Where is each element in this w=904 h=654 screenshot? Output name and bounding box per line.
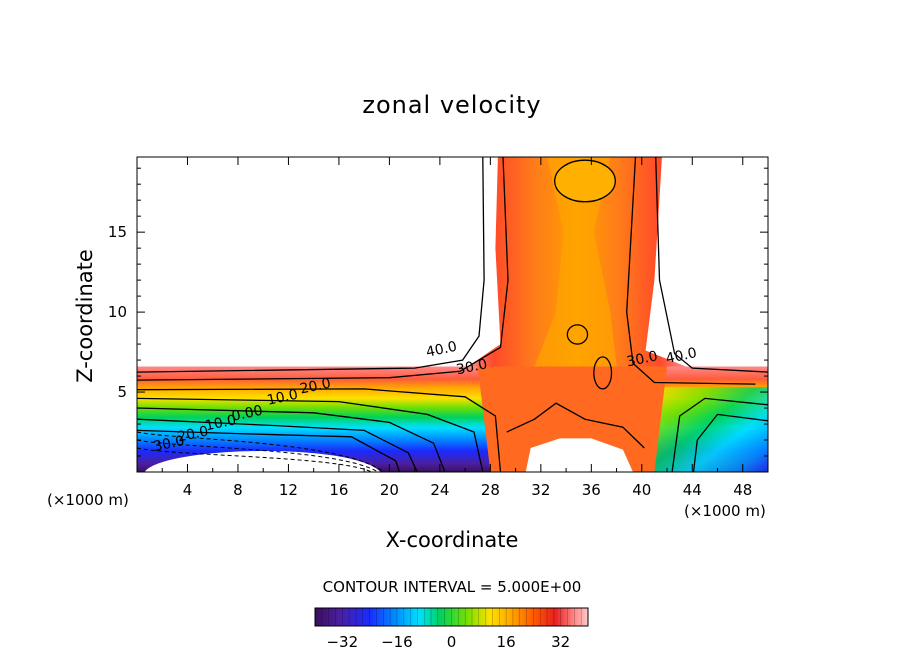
contour-label-7: 30.0 — [152, 433, 186, 455]
x-tick-label-10: 44 — [683, 481, 702, 499]
x-tick-label-11: 48 — [733, 481, 752, 499]
x-tick-label-9: 40 — [632, 481, 651, 499]
y-tick-label-2: 15 — [108, 223, 127, 241]
contour-30-left — [137, 157, 509, 381]
contour-label-6: 20.0 — [176, 423, 210, 445]
contour-neg10 — [137, 418, 418, 472]
center-void — [525, 438, 633, 472]
contour-30-right — [626, 157, 756, 385]
contour-max-1 — [566, 324, 589, 345]
colorbar-tick-label-3: 16 — [497, 633, 516, 651]
x-units-left: (×1000 m) — [47, 491, 129, 509]
chart-title: zonal velocity — [362, 91, 541, 119]
y-axis-label: Z-coordinate — [73, 249, 97, 383]
contour-20 — [137, 388, 502, 472]
x-tick-label-8: 36 — [582, 481, 601, 499]
x-tick-label-1: 8 — [233, 481, 243, 499]
contour-dashed-0 — [137, 431, 385, 472]
contour-40-left — [137, 157, 485, 373]
central-warm-zone — [477, 366, 667, 472]
contour-neg20 — [137, 429, 401, 472]
contour-label-9: 40.0 — [664, 345, 698, 367]
plume-core — [534, 157, 617, 367]
contour-void-edge — [506, 402, 645, 449]
contour-label-2: 20.0 — [298, 375, 332, 397]
colorbar-frame — [314, 607, 589, 627]
x-tick-label-0: 4 — [183, 481, 193, 499]
y-tick-label-1: 10 — [108, 303, 127, 321]
x-tick-label-2: 12 — [279, 481, 298, 499]
x-tick-label-7: 32 — [531, 481, 550, 499]
colorbar-tick-label-4: 32 — [551, 633, 570, 651]
contour-max-0 — [554, 159, 616, 203]
left-void — [144, 450, 381, 472]
contour-10 — [137, 397, 484, 472]
contour-dashed-2 — [137, 447, 372, 472]
contour-right-0 — [671, 397, 768, 472]
contour-label-3: 10.0 — [266, 387, 300, 409]
colorbar-tick-label-2: 0 — [447, 633, 457, 651]
x-tick-label-4: 20 — [380, 481, 399, 499]
contour-dashed-1 — [137, 439, 379, 472]
contour-label-5: 10.0 — [204, 412, 238, 434]
colorbar-tick-label-1: −16 — [381, 633, 413, 651]
x-tick-label-5: 24 — [430, 481, 449, 499]
colorbar-tick-label-0: −32 — [326, 633, 358, 651]
contour-40-right — [655, 157, 768, 373]
contour-interval-label: CONTOUR INTERVAL = 5.000E+00 — [323, 578, 582, 596]
plot-frame — [136, 156, 769, 473]
right-cold-zone — [654, 387, 768, 472]
contour-label-0: 40.0 — [425, 339, 459, 361]
x-axis-label: X-coordinate — [386, 528, 519, 552]
x-tick-label-3: 16 — [329, 481, 348, 499]
x-units-right: (×1000 m) — [684, 502, 766, 520]
colorbar: −32 −16 0 16 32 — [314, 607, 589, 651]
contour-0 — [137, 407, 446, 472]
y-tick-label-0: 5 — [117, 383, 127, 401]
contour-label-4: 0.00 — [230, 403, 264, 425]
x-tick-label-6: 28 — [481, 481, 500, 499]
contour-label-1: 30.0 — [455, 356, 489, 378]
contour-right-neg10 — [692, 413, 768, 472]
contour-plot-area — [137, 157, 768, 472]
contour-label-8: 30.0 — [625, 348, 659, 370]
contour-max-2 — [593, 356, 613, 390]
